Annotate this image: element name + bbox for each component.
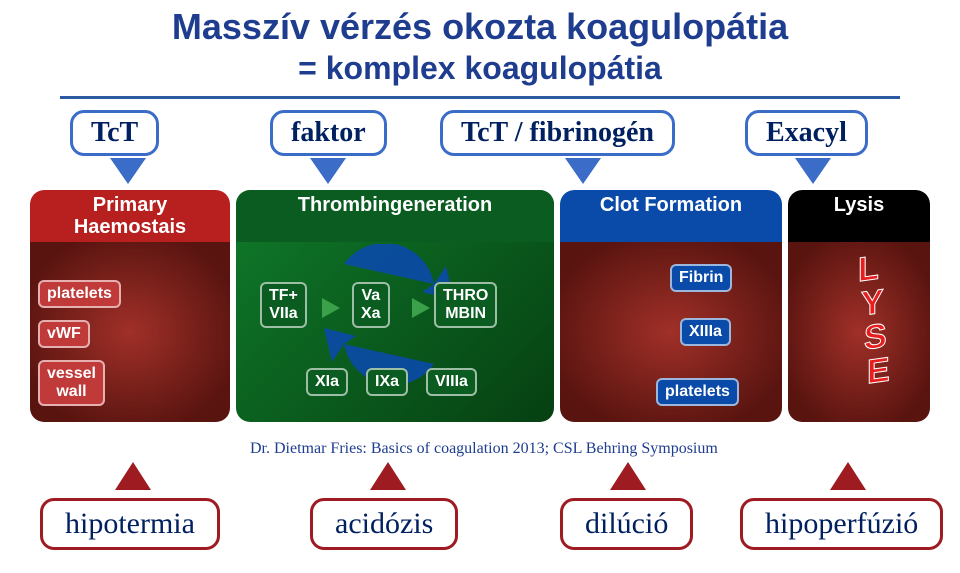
- bottom-pill: dilúció: [560, 498, 693, 550]
- panel-header: Clot Formation: [560, 194, 782, 216]
- diagram-item-box: platelets: [656, 378, 739, 406]
- diagram-item-box: platelets: [38, 280, 121, 308]
- diagram-item-box: THROMBIN: [434, 282, 497, 328]
- up-arrow-icon: [610, 462, 646, 490]
- right-arrow-icon: [322, 298, 340, 318]
- title-underline: [60, 96, 900, 99]
- main-title: Masszív vérzés okozta koagulopátia: [0, 6, 960, 48]
- diagram-item-box: vWF: [38, 320, 90, 348]
- diagram-item-box: VaXa: [352, 282, 390, 328]
- panel-header: PrimaryHaemostais: [30, 194, 230, 238]
- diagram-panel: Clot Formation Fibrin XIIIa platelets: [560, 190, 782, 422]
- diagram-item-box: XIa: [306, 368, 348, 396]
- up-arrow-icon: [115, 462, 151, 490]
- coagulation-diagram: PrimaryHaemostais platelets vWF vesselwall T…: [30, 190, 930, 422]
- panel-header: Thrombingeneration: [236, 194, 554, 216]
- down-arrow-icon: [795, 158, 831, 184]
- top-pill: TcT: [70, 110, 159, 156]
- bottom-pill: hipotermia: [40, 498, 220, 550]
- bottom-pill: hipoperfúzió: [740, 498, 943, 550]
- slide-root: { "title": {"line1":"Masszív vérzés okoz…: [0, 0, 960, 573]
- diagram-item-box: Fibrin: [670, 264, 732, 292]
- top-pill: faktor: [270, 110, 387, 156]
- down-arrow-icon: [565, 158, 601, 184]
- up-arrow-icon: [830, 462, 866, 490]
- diagram-item-box: XIIIa: [680, 318, 731, 346]
- diagram-item-box: IXa: [366, 368, 408, 396]
- down-arrow-icon: [310, 158, 346, 184]
- bottom-pill: acidózis: [310, 498, 458, 550]
- diagram-panel: Thrombingeneration TF+VIIa VaXa THROMBIN XIa…: [236, 190, 554, 422]
- diagram-panel: LysisLYSE: [788, 190, 930, 422]
- panel-header: Lysis: [788, 194, 930, 216]
- up-arrow-icon: [370, 462, 406, 490]
- lyse-letter: E: [867, 350, 890, 392]
- diagram-panel: PrimaryHaemostais platelets vWF vesselwall: [30, 190, 230, 422]
- top-pill: TcT / fibrinogén: [440, 110, 675, 156]
- subtitle: = komplex koagulopátia: [0, 50, 960, 87]
- citation-text: Dr. Dietmar Fries: Basics of coagulation…: [250, 440, 718, 458]
- diagram-item-box: TF+VIIa: [260, 282, 307, 328]
- top-pill: Exacyl: [745, 110, 868, 156]
- diagram-item-box: vesselwall: [38, 360, 105, 406]
- right-arrow-icon: [412, 298, 430, 318]
- down-arrow-icon: [110, 158, 146, 184]
- diagram-item-box: VIIIa: [426, 368, 477, 396]
